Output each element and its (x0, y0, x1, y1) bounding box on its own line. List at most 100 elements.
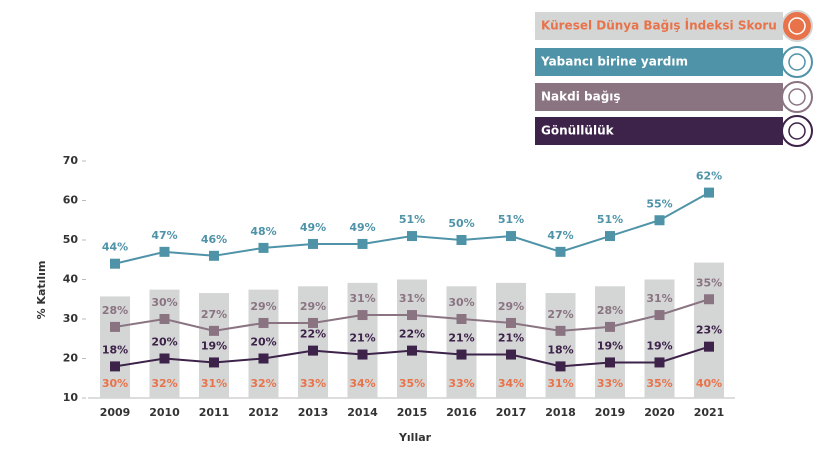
bar-value-label: 30% (102, 377, 128, 390)
y-tick-label: 70 (63, 154, 79, 167)
point-value-label: 29% (498, 300, 524, 313)
bar (347, 282, 378, 398)
x-tick-label: 2014 (347, 406, 378, 419)
marker (357, 238, 368, 249)
legend-icon-glyph (788, 122, 806, 140)
y-tick-label: 20 (63, 352, 79, 365)
x-tick-label: 2013 (298, 406, 329, 419)
point-value-label: 62% (696, 170, 722, 183)
bar-value-label: 35% (399, 377, 425, 390)
point-value-label: 51% (597, 213, 623, 226)
marker (456, 349, 467, 360)
point-value-label: 27% (201, 308, 227, 321)
marker (704, 187, 714, 198)
x-tick-label: 2018 (545, 406, 576, 419)
y-tick-label: 60 (63, 194, 79, 207)
bar-value-label: 32% (250, 377, 276, 390)
legend-label: Yabancı birine yardım (540, 55, 688, 69)
point-value-label: 49% (349, 221, 375, 234)
marker (605, 231, 615, 242)
x-tick-label: 2012 (248, 406, 279, 419)
y-tick-label: 50 (63, 233, 79, 246)
x-tick-label: 2016 (446, 406, 477, 419)
legend-box (535, 117, 783, 145)
bar-value-label: 33% (597, 377, 623, 390)
point-value-label: 21% (448, 332, 474, 345)
bar-value-label: 33% (300, 377, 326, 390)
point-value-label: 19% (597, 339, 623, 352)
marker (308, 238, 318, 249)
marker (110, 321, 120, 332)
marker (357, 349, 368, 360)
point-value-label: 28% (102, 304, 128, 317)
legend-label: Gönüllülük (541, 124, 615, 138)
point-value-label: 51% (399, 213, 425, 226)
point-value-label: 35% (696, 276, 722, 289)
bar (545, 293, 576, 398)
marker (407, 231, 417, 242)
marker (357, 310, 368, 321)
point-value-label: 29% (300, 300, 326, 313)
bar-value-label: 31% (547, 377, 573, 390)
x-tick-label: 2009 (100, 406, 131, 419)
marker (456, 314, 467, 324)
point-value-label: 46% (201, 233, 227, 246)
marker (209, 325, 219, 336)
marker (407, 310, 417, 321)
bar-value-label: 34% (349, 377, 375, 390)
bar-value-label: 35% (646, 377, 672, 390)
legend-box (535, 83, 783, 111)
marker (258, 242, 269, 253)
marker (110, 361, 120, 372)
marker (654, 357, 665, 368)
point-value-label: 29% (250, 300, 276, 313)
legend-icon (781, 81, 813, 113)
bar (248, 289, 279, 398)
point-value-label: 19% (201, 339, 227, 352)
bar (397, 279, 427, 398)
bar-value-label: 34% (498, 377, 524, 390)
bar (149, 289, 180, 398)
marker (555, 325, 566, 336)
point-value-label: 47% (547, 229, 573, 242)
point-value-label: 47% (151, 229, 177, 242)
legend-icon (781, 46, 813, 78)
marker (506, 317, 516, 328)
bar-value-label: 31% (201, 377, 227, 390)
x-tick-label: 2021 (694, 406, 725, 419)
legend-icon (781, 115, 813, 147)
marker (110, 258, 120, 269)
point-value-label: 49% (300, 221, 326, 234)
point-value-label: 18% (547, 343, 573, 356)
marker (555, 361, 566, 372)
point-value-label: 23% (696, 324, 722, 337)
point-value-label: 51% (498, 213, 524, 226)
marker (407, 345, 417, 356)
point-value-label: 27% (547, 308, 573, 321)
point-value-label: 31% (349, 292, 375, 305)
marker (308, 345, 318, 356)
x-tick-label: 2017 (496, 406, 527, 419)
point-value-label: 20% (250, 336, 276, 349)
point-value-label: 22% (300, 328, 326, 341)
bar-value-label: 32% (151, 377, 177, 390)
marker (159, 353, 170, 364)
marker (159, 246, 170, 257)
point-value-label: 44% (102, 241, 128, 254)
marker (605, 357, 615, 368)
legend-icon-glyph (788, 88, 806, 106)
x-tick-label: 2011 (199, 406, 230, 419)
point-value-label: 50% (448, 217, 474, 230)
marker (605, 321, 615, 332)
legend-icon-glyph (788, 53, 806, 71)
marker (258, 353, 269, 364)
marker (506, 231, 516, 242)
y-tick-label: 40 (63, 273, 79, 286)
marker (704, 341, 714, 352)
bar (644, 279, 675, 398)
legend-icon (781, 10, 813, 42)
point-value-label: 18% (102, 343, 128, 356)
bar (100, 296, 130, 398)
point-value-label: 30% (151, 296, 177, 309)
point-value-label: 22% (399, 328, 425, 341)
